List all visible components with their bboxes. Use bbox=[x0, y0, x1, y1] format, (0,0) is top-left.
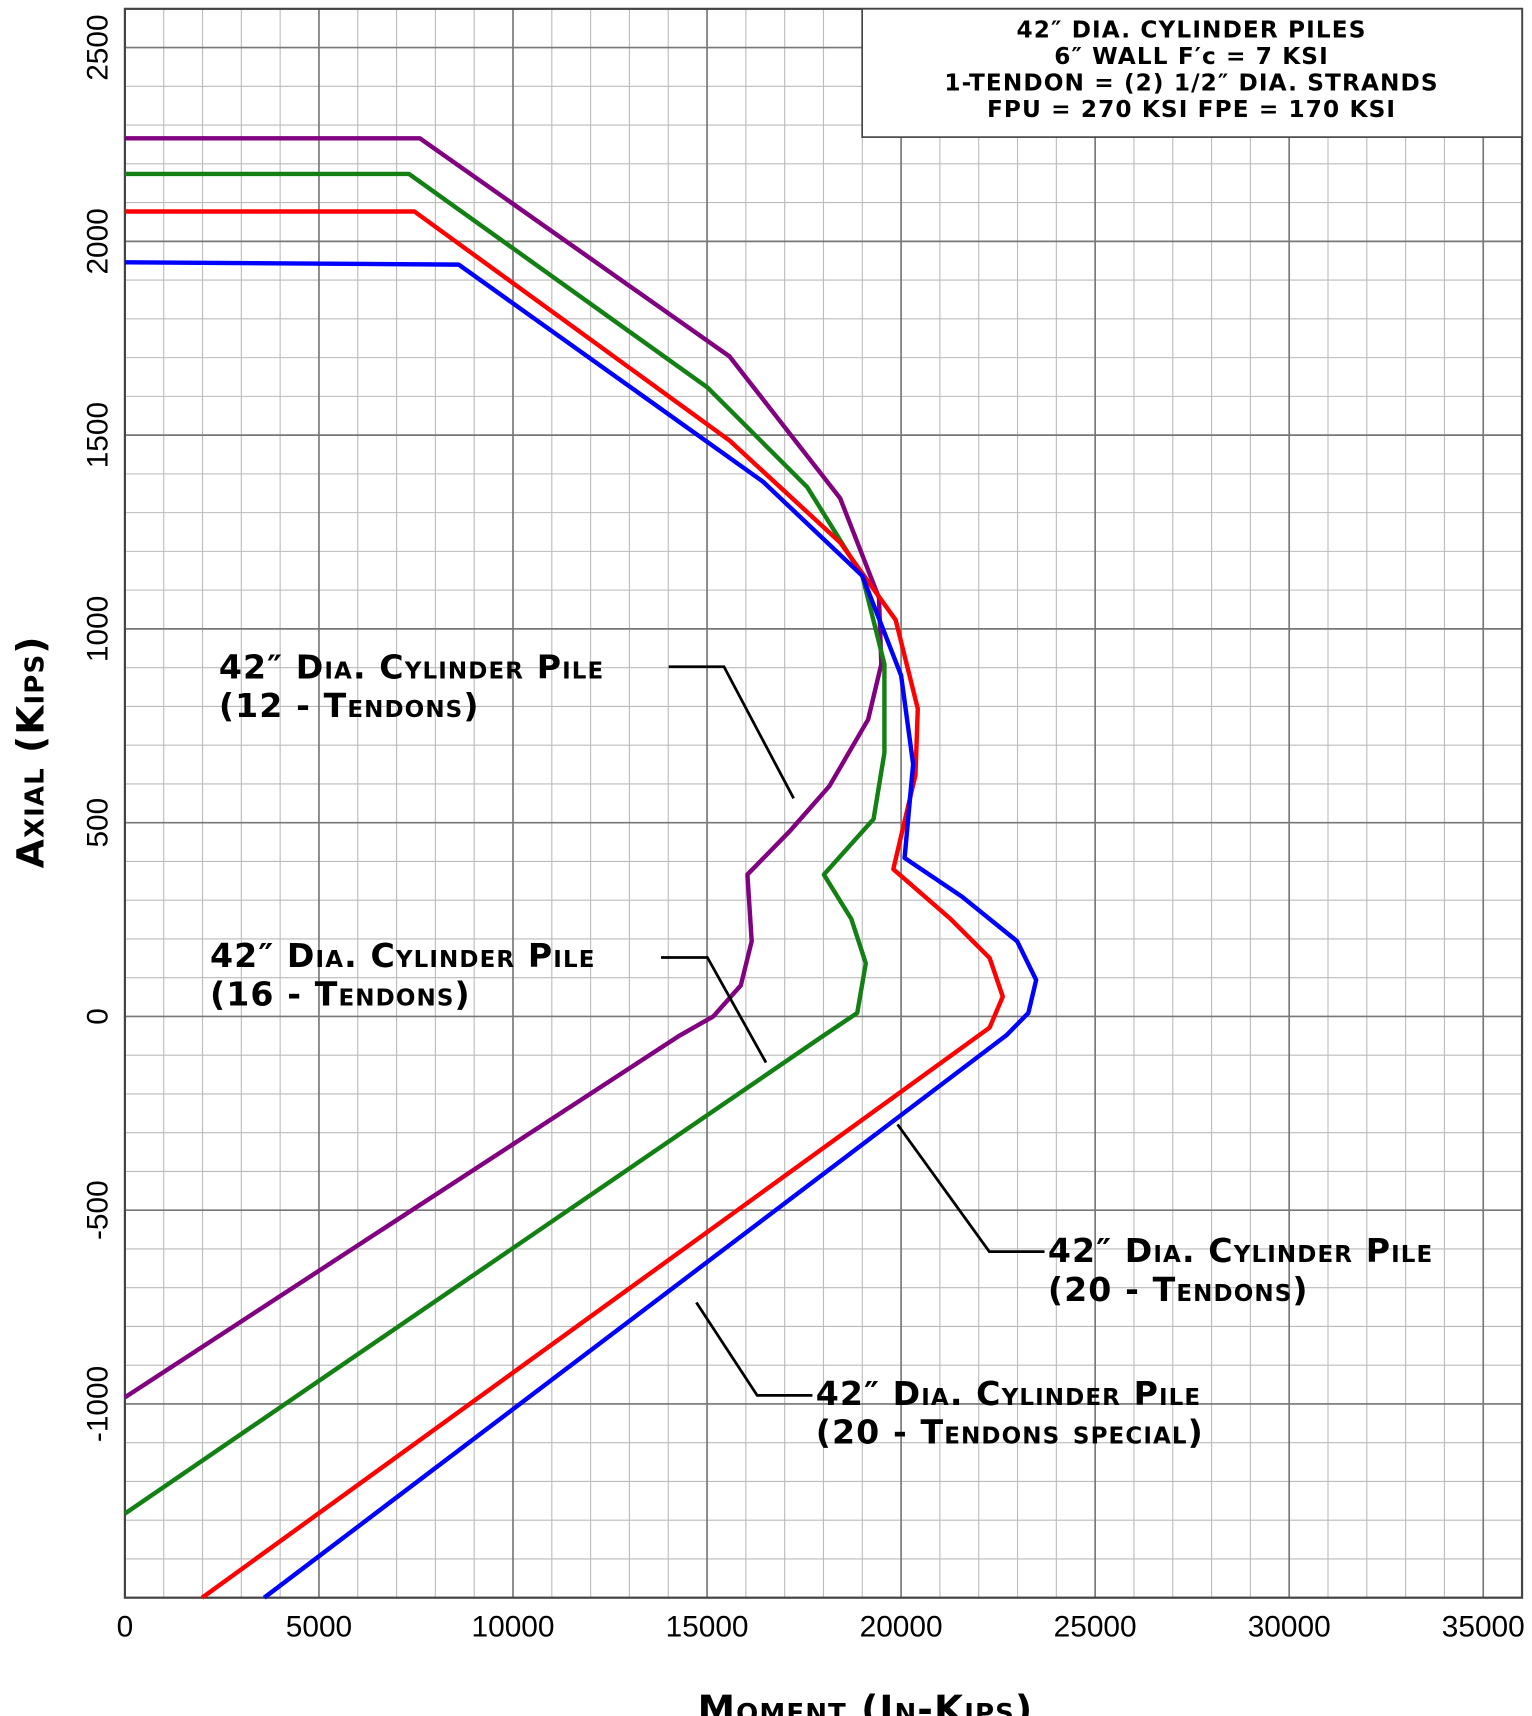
note-line: 1-TENDON = (2) 1/2″ DIA. STRANDS bbox=[944, 70, 1438, 97]
x-tick-label: 5000 bbox=[286, 1611, 352, 1644]
y-tick-label: 500 bbox=[81, 798, 114, 848]
y-tick-label: -1000 bbox=[81, 1366, 114, 1442]
leader bbox=[660, 956, 768, 1064]
x-tick-label: 15000 bbox=[666, 1611, 749, 1644]
note-box bbox=[861, 8, 1523, 138]
y-tick-label: 2500 bbox=[81, 14, 114, 80]
leader bbox=[695, 1301, 813, 1397]
series-line bbox=[124, 209, 1005, 1600]
series-line bbox=[123, 171, 887, 1516]
curve-label: (12 - Tendons) bbox=[219, 686, 480, 725]
x-tick-label: 10000 bbox=[472, 1611, 555, 1644]
curve-label: 42″ Dia. Cylinder Pile bbox=[816, 1374, 1202, 1413]
curve-label: 42″ Dia. Cylinder Pile bbox=[1048, 1231, 1434, 1270]
curve-label: 42″ Dia. Cylinder Pile bbox=[219, 647, 605, 686]
curve-label: (20 - Tendons) bbox=[1048, 1270, 1309, 1309]
y-tick-label: 0 bbox=[81, 1008, 114, 1025]
curve-label: 42″ Dia. Cylinder Pile bbox=[210, 936, 596, 975]
x-tick-label: 30000 bbox=[1248, 1611, 1331, 1644]
series-line bbox=[124, 260, 1039, 1600]
y-axis-label: Axial (Kips) bbox=[9, 635, 53, 868]
note-line: 42″ DIA. CYLINDER PILES bbox=[1017, 16, 1367, 43]
curve-label: (20 - Tendons special) bbox=[816, 1413, 1204, 1452]
x-tick-label: 25000 bbox=[1054, 1611, 1137, 1644]
leader bbox=[896, 1123, 1045, 1254]
x-tick-label: 20000 bbox=[860, 1611, 943, 1644]
x-tick-label: 35000 bbox=[1442, 1611, 1525, 1644]
series-line bbox=[123, 136, 884, 1400]
y-tick-label: -500 bbox=[81, 1180, 114, 1240]
curve-label: (16 - Tendons) bbox=[210, 975, 471, 1014]
leader bbox=[668, 665, 795, 799]
x-axis-label: Moment (In-Kips) bbox=[698, 1687, 1034, 1716]
y-tick-label: 2000 bbox=[81, 208, 114, 274]
note-line: 6″ WALL F′c = 7 KSI bbox=[1054, 43, 1329, 70]
y-tick-label: 1000 bbox=[81, 596, 114, 662]
y-tick-label: 1500 bbox=[81, 402, 114, 468]
x-tick-label: 0 bbox=[117, 1611, 134, 1644]
note-line: FPU = 270 KSI FPE = 170 KSI bbox=[987, 96, 1396, 123]
plot-frame bbox=[123, 7, 1524, 1599]
